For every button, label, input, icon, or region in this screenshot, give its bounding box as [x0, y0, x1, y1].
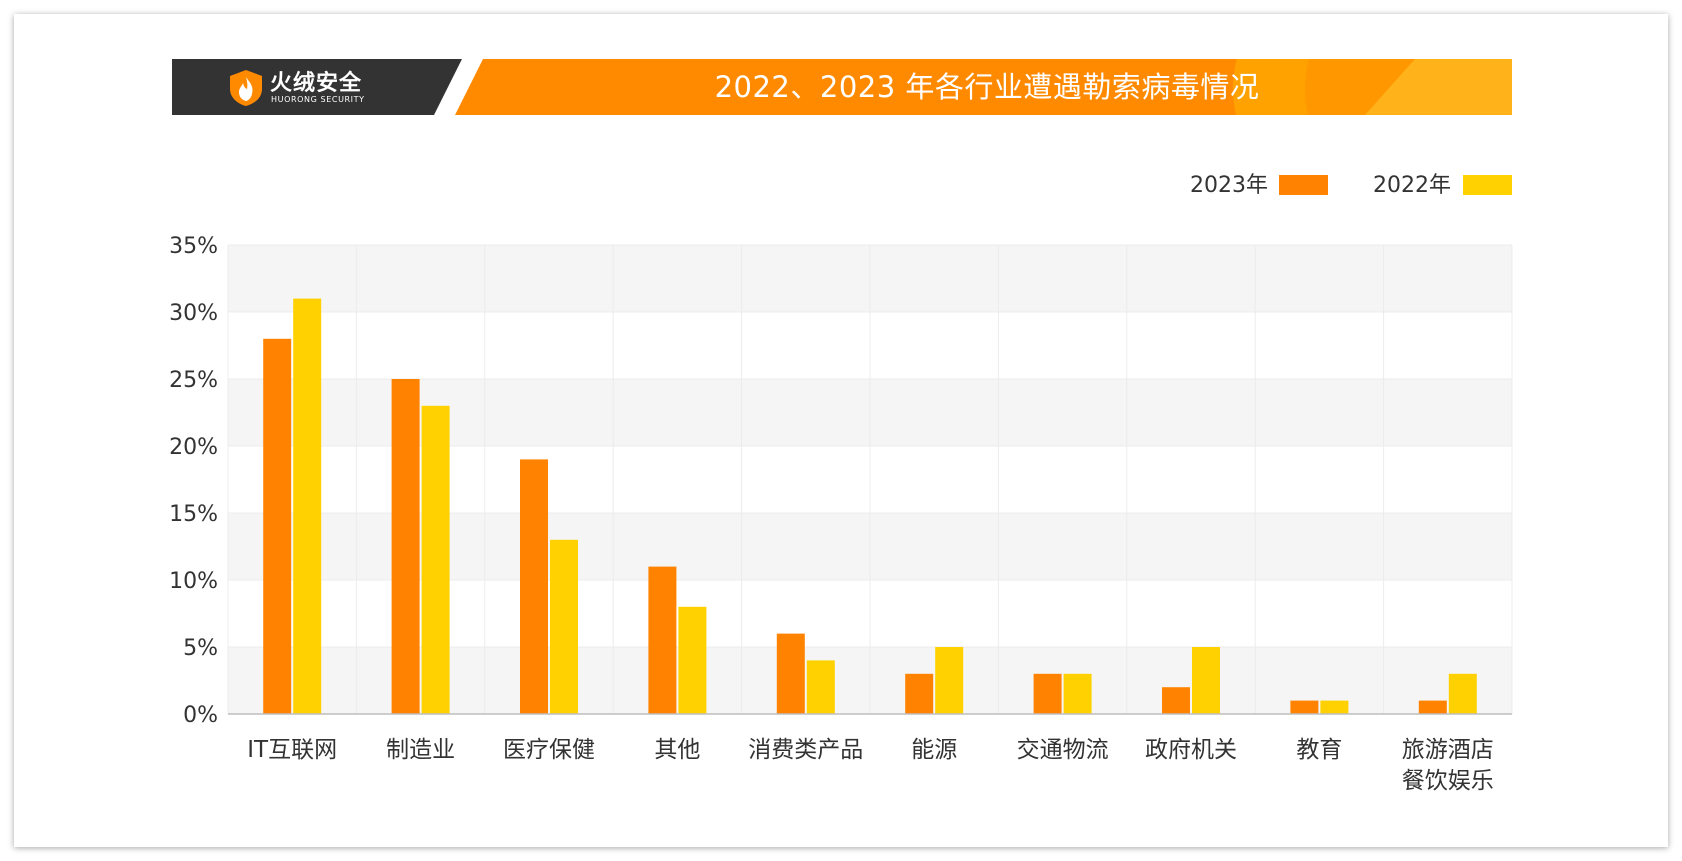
- bar-2022年: [1448, 673, 1477, 714]
- bar-2022年: [293, 298, 322, 714]
- bar-2023年: [1418, 700, 1447, 714]
- y-tick-label: 5%: [183, 636, 218, 661]
- x-tick-label: IT互联网: [247, 737, 337, 763]
- y-tick-label: 20%: [169, 435, 218, 460]
- bar-2023年: [391, 379, 420, 714]
- x-tick-label: 旅游酒店餐饮娱乐: [1402, 737, 1494, 794]
- y-tick-label: 25%: [169, 368, 218, 393]
- x-tick-label: 制造业: [386, 737, 455, 763]
- x-tick-label: 消费类产品: [748, 737, 863, 763]
- y-tick-label: 0%: [183, 703, 218, 728]
- y-tick-label: 35%: [169, 234, 218, 259]
- title-plate: [455, 59, 1512, 115]
- title-banner: 火绒安全 HUORONG SECURITY 2022、2023 年各行业遭遇勒索…: [172, 59, 1512, 115]
- bar-2022年: [421, 405, 450, 714]
- bar-2022年: [1063, 673, 1092, 714]
- y-tick-label: 10%: [169, 569, 218, 594]
- bar-2022年: [1192, 647, 1220, 714]
- brand-subtitle: HUORONG SECURITY: [271, 95, 365, 104]
- bar-2023年: [1162, 687, 1190, 714]
- bar-2023年: [520, 459, 548, 714]
- bar-2023年: [648, 566, 677, 714]
- bar-2022年: [550, 539, 578, 714]
- bar-2023年: [1033, 673, 1062, 714]
- brand-name: 火绒安全: [270, 71, 363, 96]
- shield-flame-icon: [230, 70, 262, 106]
- bar-2023年: [776, 633, 805, 714]
- x-tick-label: 交通物流: [1017, 737, 1109, 763]
- y-tick-label: 15%: [169, 502, 218, 527]
- x-tick-label: 教育: [1296, 737, 1342, 763]
- bar-2023年: [1290, 700, 1319, 714]
- y-tick-label: 30%: [169, 301, 218, 326]
- bar-2023年: [263, 338, 292, 714]
- brand-plate: [172, 59, 462, 115]
- chart-title: 2022、2023 年各行业遭遇勒索病毒情况: [714, 70, 1260, 104]
- x-tick-label: 能源: [911, 737, 957, 763]
- x-tick-label: 政府机关: [1145, 737, 1237, 763]
- legend-swatch: [1279, 175, 1328, 195]
- legend-swatch: [1463, 175, 1512, 195]
- legend-label: 2022年: [1373, 173, 1451, 198]
- bar-2022年: [678, 606, 707, 714]
- bar-2022年: [806, 660, 835, 714]
- bar-2022年: [935, 647, 964, 714]
- x-tick-label: 其他: [654, 737, 700, 763]
- bar-2023年: [905, 673, 934, 714]
- bar-2022年: [1320, 700, 1349, 714]
- legend-label: 2023年: [1190, 173, 1268, 198]
- x-tick-label: 医疗保健: [503, 737, 595, 763]
